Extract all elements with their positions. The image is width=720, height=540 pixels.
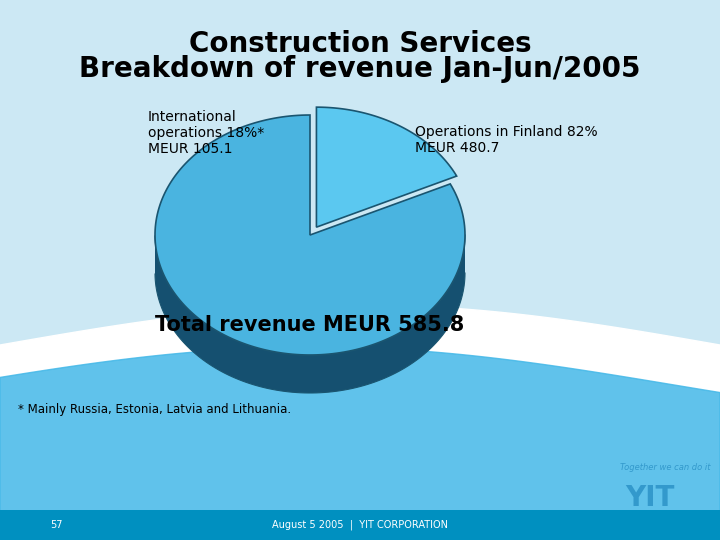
Text: * Mainly Russia, Estonia, Latvia and Lithuania.: * Mainly Russia, Estonia, Latvia and Lit… <box>18 403 291 416</box>
Text: Breakdown of revenue Jan-Jun/2005: Breakdown of revenue Jan-Jun/2005 <box>79 55 641 83</box>
Text: YIT: YIT <box>625 484 675 512</box>
Text: Together we can do it: Together we can do it <box>620 463 711 472</box>
Text: Construction Services: Construction Services <box>189 30 531 58</box>
Text: Operations in Finland 82%
MEUR 480.7: Operations in Finland 82% MEUR 480.7 <box>415 125 598 155</box>
Polygon shape <box>155 115 465 355</box>
Polygon shape <box>0 347 720 540</box>
Text: August 5 2005  |  YIT CORPORATION: August 5 2005 | YIT CORPORATION <box>272 519 448 530</box>
Text: Total revenue MEUR 585.8: Total revenue MEUR 585.8 <box>156 315 464 335</box>
Polygon shape <box>0 305 720 540</box>
Text: International
operations 18%*
MEUR 105.1: International operations 18%* MEUR 105.1 <box>148 110 264 157</box>
Polygon shape <box>316 107 456 227</box>
Text: 57: 57 <box>50 520 63 530</box>
Bar <box>0 510 720 540</box>
Polygon shape <box>155 235 465 393</box>
